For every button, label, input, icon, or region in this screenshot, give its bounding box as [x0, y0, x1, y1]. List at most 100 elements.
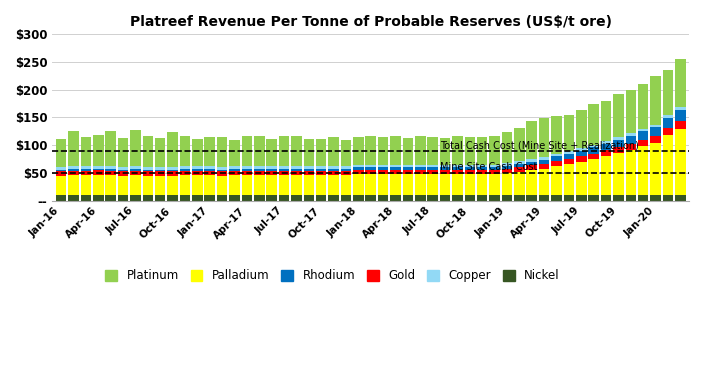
Bar — [415, 174, 425, 195]
Bar — [130, 195, 141, 200]
Legend: Platinum, Palladium, Rhodium, Gold, Copper, Nickel: Platinum, Palladium, Rhodium, Gold, Copp… — [101, 265, 565, 287]
Bar — [341, 140, 351, 166]
Bar — [427, 170, 438, 174]
Bar — [539, 195, 549, 200]
Bar — [93, 135, 103, 166]
Bar — [489, 174, 500, 195]
Bar — [241, 195, 252, 200]
Bar — [143, 176, 153, 195]
Bar — [254, 175, 265, 195]
Bar — [93, 195, 103, 200]
Bar — [192, 195, 203, 200]
Bar — [675, 107, 686, 110]
Bar — [56, 139, 66, 167]
Bar — [527, 195, 537, 200]
Bar — [440, 138, 451, 164]
Bar — [465, 164, 475, 168]
Bar — [365, 174, 376, 195]
Bar — [601, 195, 611, 200]
Bar — [118, 138, 128, 167]
Bar — [328, 137, 339, 166]
Bar — [613, 153, 624, 195]
Bar — [551, 116, 562, 154]
Bar — [130, 171, 141, 175]
Bar — [440, 174, 451, 195]
Bar — [81, 137, 92, 166]
Bar — [93, 175, 103, 195]
Bar — [291, 169, 302, 171]
Bar — [489, 195, 500, 200]
Bar — [403, 168, 413, 170]
Bar — [662, 70, 673, 115]
Bar — [551, 154, 562, 156]
Bar — [168, 195, 178, 200]
Bar — [527, 159, 537, 162]
Bar — [143, 171, 153, 176]
Bar — [440, 195, 451, 200]
Bar — [589, 145, 599, 147]
Bar — [452, 168, 463, 170]
Bar — [477, 195, 487, 200]
Bar — [143, 195, 153, 200]
Bar — [118, 195, 128, 200]
Bar — [81, 169, 92, 171]
Bar — [106, 166, 116, 169]
Bar — [192, 171, 203, 175]
Title: Platreef Revenue Per Tonne of Probable Reserves (US$/t ore): Platreef Revenue Per Tonne of Probable R… — [130, 15, 612, 29]
Bar — [230, 166, 240, 169]
Bar — [440, 164, 451, 168]
Bar — [539, 168, 549, 195]
Bar — [266, 175, 277, 195]
Bar — [217, 176, 227, 195]
Bar — [143, 136, 153, 167]
Bar — [601, 141, 611, 144]
Bar — [390, 174, 401, 195]
Bar — [626, 195, 636, 200]
Bar — [415, 170, 425, 174]
Bar — [254, 166, 265, 169]
Bar — [378, 195, 389, 200]
Bar — [230, 175, 240, 195]
Bar — [93, 170, 103, 175]
Bar — [365, 195, 376, 200]
Bar — [204, 166, 215, 169]
Bar — [650, 127, 661, 136]
Bar — [155, 170, 165, 171]
Bar — [254, 195, 265, 200]
Bar — [168, 176, 178, 195]
Bar — [564, 154, 574, 159]
Bar — [217, 171, 227, 176]
Bar — [155, 171, 165, 176]
Bar — [502, 173, 513, 195]
Bar — [56, 171, 66, 176]
Bar — [551, 195, 562, 200]
Bar — [341, 175, 351, 195]
Bar — [452, 164, 463, 168]
Bar — [502, 132, 513, 163]
Bar — [662, 128, 673, 135]
Bar — [328, 171, 339, 175]
Bar — [403, 170, 413, 174]
Bar — [303, 139, 314, 166]
Bar — [539, 157, 549, 159]
Bar — [477, 174, 487, 195]
Bar — [378, 174, 389, 195]
Bar — [638, 128, 648, 131]
Bar — [662, 118, 673, 128]
Bar — [638, 195, 648, 200]
Bar — [180, 171, 190, 175]
Bar — [415, 164, 425, 168]
Bar — [180, 136, 190, 166]
Bar — [601, 150, 611, 156]
Bar — [230, 169, 240, 171]
Bar — [328, 169, 339, 171]
Bar — [427, 137, 438, 164]
Bar — [527, 170, 537, 195]
Bar — [241, 169, 252, 171]
Bar — [527, 122, 537, 159]
Bar — [465, 137, 475, 164]
Bar — [365, 164, 376, 168]
Bar — [489, 168, 500, 170]
Bar — [241, 136, 252, 166]
Bar — [564, 159, 574, 164]
